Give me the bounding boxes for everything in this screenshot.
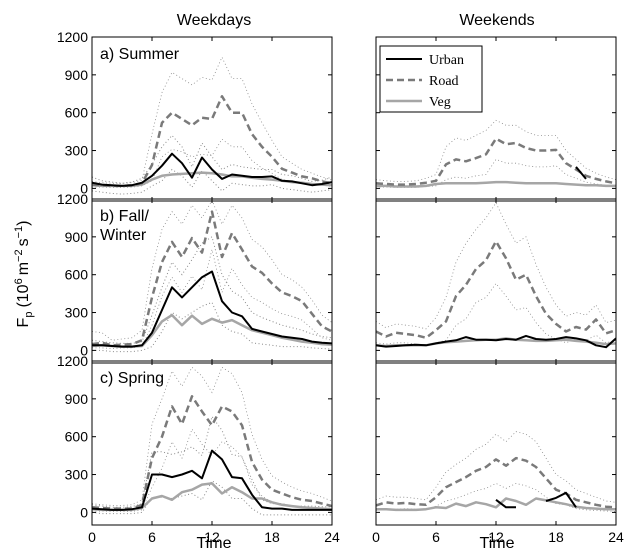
series-line-urban: [376, 334, 616, 349]
x-tick-label: 0: [372, 529, 380, 545]
y-tick-label: 900: [65, 67, 89, 83]
chart-panel: 0 300 600 900 1200 0 6 12 18 24 c) Spring: [57, 353, 340, 545]
legend: Urban Road Veg: [379, 45, 483, 113]
y-tick-label: 0: [80, 504, 88, 520]
series-line-road: [376, 240, 616, 340]
x-tick-label: 6: [432, 529, 440, 545]
x-tick-label: 12: [204, 529, 220, 545]
legend-label-urban: Urban: [429, 53, 464, 68]
plot-area: [92, 366, 332, 516]
panel-title: c) Spring: [100, 370, 164, 387]
plot-area: [92, 56, 332, 195]
series-line-road: [376, 456, 616, 509]
series-line-veg: [92, 313, 332, 348]
legend-label-veg: Veg: [429, 95, 451, 110]
x-tick-label: 18: [548, 529, 564, 545]
y-tick-label: 300: [65, 467, 89, 483]
x-tick-label: 18: [264, 529, 280, 545]
range-line-road: [92, 138, 332, 188]
range-line-road: [376, 482, 616, 512]
panel-title: a) Summer: [100, 46, 180, 63]
y-tick-label: 0: [80, 342, 88, 358]
chart-panel: [375, 198, 617, 364]
plot-area: [376, 119, 616, 188]
panel-title: Winter: [100, 227, 147, 244]
series-line-road: [376, 137, 616, 186]
series-line-veg: [92, 482, 332, 512]
range-line-road: [376, 282, 616, 346]
x-axis-label-weekends: Time: [480, 535, 515, 549]
range-line-urban: [92, 134, 332, 184]
range-line-road: [92, 249, 332, 349]
series-line-urban: [92, 449, 332, 511]
x-axis-label-weekdays: Time: [197, 535, 232, 549]
series-line-veg: [376, 180, 616, 188]
range-line-road: [92, 366, 332, 506]
chart-panel: 0 300 600 900 1200 a) Summer: [57, 29, 333, 202]
series-line-road: [92, 95, 332, 188]
x-tick-label: 24: [324, 529, 340, 545]
y-tick-label: 900: [65, 391, 89, 407]
range-line-road: [376, 119, 616, 182]
y-tick-label: 900: [65, 229, 89, 245]
x-tick-label: 0: [88, 529, 96, 545]
series-line-urban: [92, 270, 332, 348]
column-title-weekdays: Weekdays: [177, 12, 251, 29]
series-line-urban: [92, 152, 332, 187]
y-tick-label: 0: [80, 180, 88, 196]
panel-title: b) Fall/: [100, 208, 149, 225]
y-tick-label: 1200: [57, 353, 88, 369]
range-line-road: [376, 431, 616, 503]
range-line-urban: [92, 480, 332, 516]
y-tick-label: 600: [65, 267, 89, 283]
series-line-road: [92, 210, 332, 347]
x-tick-label: 24: [608, 529, 624, 545]
range-line-road: [92, 56, 332, 184]
x-tick-label: 12: [488, 529, 504, 545]
chart-panel: 0 6 12 18 24: [372, 360, 624, 545]
chart-panel: 0 300 600 900 1200 b) Fall/Winter: [57, 191, 333, 364]
x-tick-label: 6: [148, 529, 156, 545]
plot-area: [376, 431, 616, 512]
y-tick-label: 300: [65, 143, 89, 159]
y-tick-label: 1200: [57, 191, 88, 207]
range-line-urban: [92, 236, 332, 344]
y-tick-label: 600: [65, 105, 89, 121]
y-tick-label: 1200: [57, 29, 88, 45]
range-line-road: [376, 201, 616, 330]
y-axis-label: Fp(106m−2s−1): [13, 221, 35, 328]
y-tick-label: 600: [65, 429, 89, 445]
series-line-urban: [495, 491, 577, 509]
range-line-urban: [92, 415, 332, 508]
series-line-urban: [575, 166, 587, 180]
legend-label-road: Road: [429, 74, 459, 89]
y-tick-label: 300: [65, 305, 89, 321]
plot-area: [376, 201, 616, 349]
column-title-weekends: Weekends: [459, 12, 534, 29]
